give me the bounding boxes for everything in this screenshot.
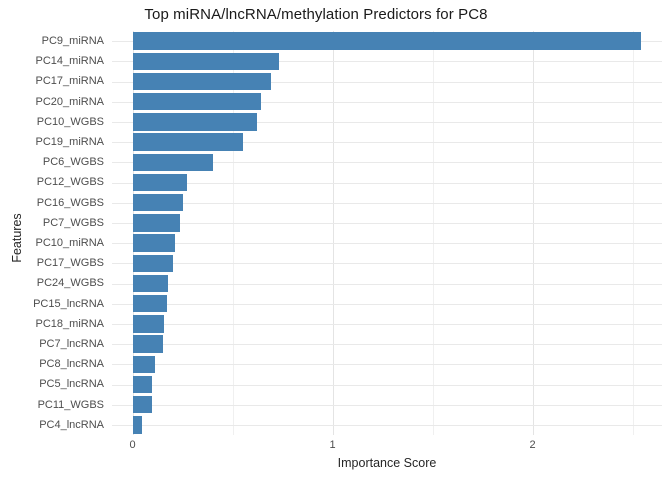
bar [132,234,175,252]
y-tick-label: PC6_WGBS [42,156,104,169]
bar [132,274,168,293]
y-tick-label: PC14_miRNA [35,55,104,68]
row-gridline [112,384,662,386]
bar [132,153,213,171]
bar [132,113,257,131]
row-gridline [112,404,662,406]
bar [132,396,152,414]
y-tick-label: PC20_miRNA [35,95,104,108]
y-tick-label: PC7_WGBS [42,216,104,229]
bar [132,72,271,91]
row-gridline [112,303,662,305]
row-gridline [112,243,662,245]
major-gridline-x [132,31,134,435]
y-tick-label: PC10_miRNA [35,237,104,249]
y-tick-label: PC18_miRNA [35,317,104,330]
chart-title: Top miRNA/lncRNA/methylation Predictors … [144,6,488,23]
y-tick-label: PC17_WGBS [36,257,104,270]
y-tick-label: PC7_lncRNA [39,338,104,350]
x-tick-label: 1 [329,439,336,451]
y-tick-label: PC24_WGBS [36,277,104,290]
plot-panel [112,31,662,435]
bar [132,173,187,192]
y-tick-label: PC17_miRNA [35,75,104,88]
y-tick-label: PC10_WGBS [36,115,104,128]
minor-gridline-x [632,31,634,435]
row-gridline [112,61,662,63]
y-tick-label: PC12_WGBS [36,176,104,189]
row-gridline [112,101,662,103]
major-gridline-x [532,31,534,435]
row-gridline [112,121,662,123]
minor-gridline-x [432,31,434,435]
major-gridline-x [332,31,334,435]
bar [132,416,142,434]
row-gridline [112,162,662,164]
y-tick-label: PC4_lncRNA [39,418,104,431]
bar [132,254,173,272]
row-gridline [112,283,662,285]
minor-gridline-x [232,31,234,435]
row-gridline [112,424,662,426]
bar [132,295,167,313]
bar [132,93,261,111]
row-gridline [112,344,662,346]
bar [132,335,163,353]
row-gridline [112,364,662,366]
row-gridline [112,182,662,184]
y-tick-label: PC15_lncRNA [33,297,104,310]
bar [132,194,183,212]
x-tick-label: 0 [129,439,136,451]
y-tick-label: PC9_miRNA [41,35,104,47]
y-tick-label: PC11_WGBS [37,398,104,411]
bar [132,133,243,151]
row-gridline [112,263,662,265]
y-tick-label: PC16_WGBS [36,196,104,209]
y-tick-label: PC19_miRNA [35,136,104,148]
y-tick-label: PC5_lncRNA [39,378,104,391]
row-gridline [112,222,662,224]
bar [132,375,152,394]
bar [132,52,279,70]
x-tick-label: 2 [529,439,536,451]
bar [132,355,155,373]
bar [132,315,164,333]
bar [132,214,180,232]
x-axis-title: Importance Score [337,456,437,470]
bar [132,32,641,50]
row-gridline [112,202,662,204]
row-gridline [112,323,662,325]
row-gridline [112,81,662,83]
row-gridline [112,142,662,144]
y-tick-label: PC8_lncRNA [39,358,104,371]
